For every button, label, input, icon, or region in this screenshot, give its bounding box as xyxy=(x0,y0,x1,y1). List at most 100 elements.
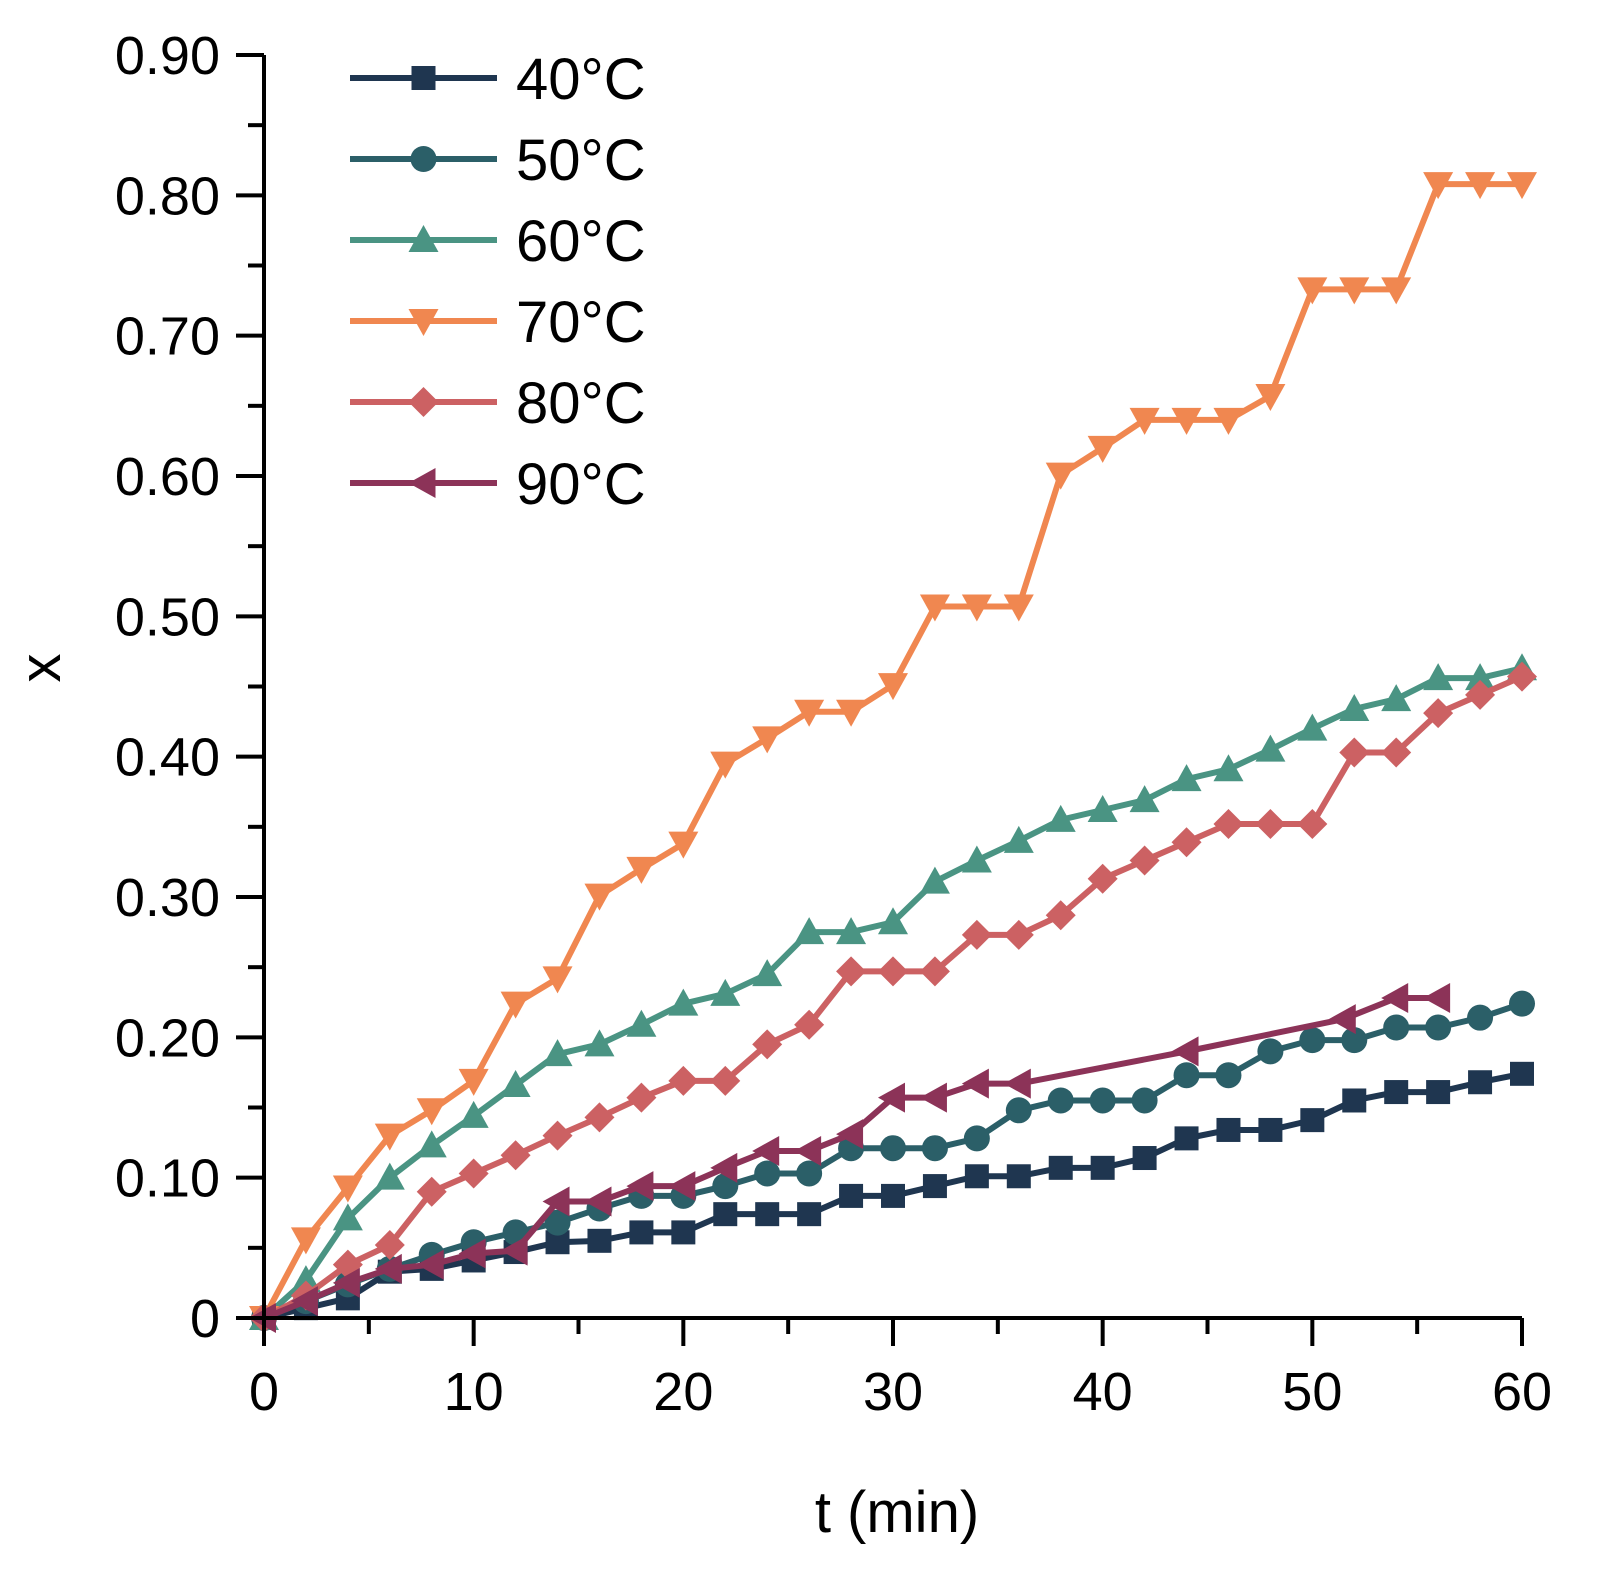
data-point xyxy=(1173,1062,1200,1089)
data-point xyxy=(1384,1080,1409,1105)
data-point xyxy=(587,1228,612,1253)
data-point xyxy=(1003,919,1034,950)
data-point xyxy=(1255,809,1286,840)
data-point xyxy=(500,1140,531,1171)
data-point xyxy=(710,751,741,779)
data-point xyxy=(500,1070,531,1098)
data-point xyxy=(1048,1155,1073,1180)
data-point xyxy=(1006,1164,1031,1189)
data-point xyxy=(1090,1155,1115,1180)
data-point xyxy=(1507,172,1537,200)
data-point xyxy=(752,1136,780,1167)
data-point xyxy=(1087,794,1118,822)
legend-label: 70°C xyxy=(516,290,646,355)
data-point xyxy=(416,1249,444,1280)
y-tick-label: 0.90 xyxy=(115,26,220,86)
data-point xyxy=(710,978,741,1006)
data-point xyxy=(1216,1117,1241,1142)
data-point xyxy=(713,1202,738,1227)
data-point xyxy=(752,726,783,754)
legend-marker xyxy=(408,387,439,417)
y-tick-label: 0.30 xyxy=(115,868,220,928)
data-point xyxy=(290,1265,321,1293)
data-point xyxy=(626,1171,654,1202)
y-tick-labels: 0 0.10 0.20 0.30 0.40 0.50 0.60 0.70 0.80 0.90 xyxy=(115,26,220,1349)
data-point xyxy=(1003,825,1034,853)
legend-label: 60°C xyxy=(516,209,646,274)
data-point xyxy=(1213,809,1244,840)
data-point xyxy=(880,1135,906,1162)
data-point xyxy=(1255,734,1286,762)
data-point xyxy=(1171,764,1202,792)
data-point xyxy=(1465,663,1496,691)
data-point xyxy=(794,699,825,727)
data-point xyxy=(1257,1038,1284,1065)
data-point xyxy=(1507,661,1537,692)
data-point xyxy=(1426,1080,1451,1105)
series-2 xyxy=(249,653,1537,1330)
data-point xyxy=(796,1160,823,1187)
data-point xyxy=(626,1082,657,1113)
data-point xyxy=(710,1152,738,1183)
legend-item: 60°C xyxy=(350,209,646,274)
data-point xyxy=(1339,737,1370,768)
data-point xyxy=(584,1102,615,1133)
data-point xyxy=(542,966,573,994)
data-point xyxy=(1171,1036,1199,1067)
data-point xyxy=(1003,594,1034,622)
legend-item: 80°C xyxy=(350,371,646,436)
legend-item: 90°C xyxy=(350,452,646,517)
data-point xyxy=(752,959,783,987)
data-point xyxy=(1381,737,1412,768)
data-point xyxy=(1339,693,1370,721)
data-point xyxy=(626,1009,657,1037)
legend-label: 50°C xyxy=(516,128,646,193)
data-point xyxy=(1465,172,1496,200)
data-point xyxy=(1005,1097,1032,1124)
legend-marker xyxy=(411,66,436,90)
data-point xyxy=(1381,983,1409,1014)
x-tick-label: 30 xyxy=(863,1362,923,1422)
data-point xyxy=(1465,679,1496,710)
data-point xyxy=(1087,435,1118,463)
data-point xyxy=(755,1202,780,1227)
data-point xyxy=(1171,407,1202,435)
data-point xyxy=(919,1082,947,1113)
y-tick-label: 0.40 xyxy=(115,728,220,788)
y-tick-label: 0 xyxy=(190,1289,220,1349)
data-point xyxy=(1045,462,1076,490)
data-point xyxy=(961,1068,989,1099)
legend-label: 90°C xyxy=(516,452,646,517)
data-point xyxy=(374,1253,402,1284)
legend-item: 40°C xyxy=(350,47,646,112)
data-point xyxy=(1089,1087,1116,1114)
x-tick-label: 40 xyxy=(1073,1362,1133,1422)
data-point xyxy=(458,1238,486,1269)
x-tick-label: 0 xyxy=(249,1362,279,1422)
data-point xyxy=(1467,1004,1494,1031)
data-point xyxy=(416,1098,447,1126)
data-point xyxy=(919,866,950,894)
data-point xyxy=(584,883,615,911)
data-point xyxy=(1509,990,1535,1017)
data-point xyxy=(584,1029,615,1057)
data-point xyxy=(1341,1027,1368,1054)
x-tick-label: 20 xyxy=(653,1362,713,1422)
data-point xyxy=(584,1186,612,1217)
x-axis-title: t (min) xyxy=(815,1480,979,1545)
data-point xyxy=(836,699,867,727)
data-point xyxy=(881,1183,905,1208)
data-point xyxy=(961,845,992,873)
series-3 xyxy=(249,172,1537,1333)
data-point xyxy=(963,1125,990,1152)
data-point xyxy=(668,988,699,1016)
data-point xyxy=(458,1158,489,1189)
data-point xyxy=(374,1230,405,1261)
data-point xyxy=(710,1065,741,1096)
legend-label: 40°C xyxy=(516,47,646,112)
data-point xyxy=(1300,1108,1325,1133)
legend-marker xyxy=(410,146,437,172)
data-point xyxy=(374,1162,405,1190)
x-tick-label: 10 xyxy=(444,1362,504,1422)
data-point xyxy=(668,831,699,859)
